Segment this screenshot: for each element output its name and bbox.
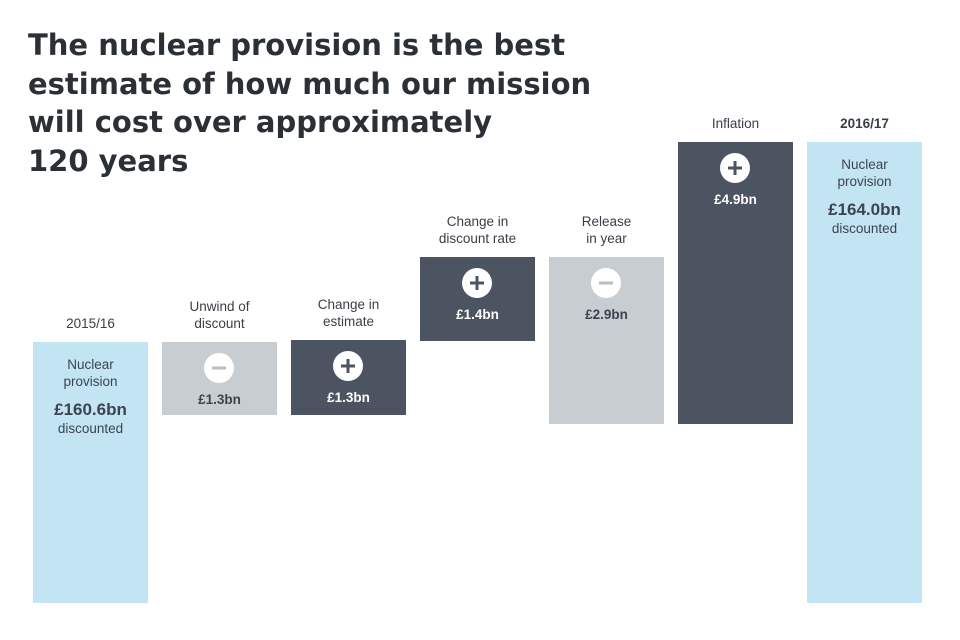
category-label: Unwind of discount xyxy=(150,298,290,332)
category-label-line: in year xyxy=(586,231,627,246)
data-label: £164.0bn xyxy=(828,200,901,219)
plus-circle-icon xyxy=(720,153,750,183)
data-label: £1.3bn xyxy=(327,390,370,405)
category-label-line: Release xyxy=(581,214,632,229)
category-label-line: 2016/17 xyxy=(840,116,889,131)
category-label-line: Change in xyxy=(446,214,509,229)
total-text: Nuclear provision £164.0bn discounted xyxy=(807,156,922,237)
bar-increase: £1.3bn xyxy=(291,340,406,415)
total-text: Nuclear provision £160.6bn discounted xyxy=(33,356,148,437)
data-label: £4.9bn xyxy=(714,192,757,207)
category-label-line: discount rate xyxy=(438,231,517,246)
total-caption: Nuclear xyxy=(841,157,888,172)
title-line: will cost over approximately xyxy=(28,105,493,139)
total-caption: Nuclear xyxy=(67,357,114,372)
title-line: The nuclear provision is the best xyxy=(28,28,566,62)
category-label-line: Change in xyxy=(317,297,380,312)
category-label: Release in year xyxy=(537,213,677,247)
total-caption: discounted xyxy=(831,221,898,236)
plus-circle-icon xyxy=(462,268,492,298)
title-line: 120 years xyxy=(28,143,189,178)
category-label-line: discount xyxy=(194,316,245,331)
category-label-line: Unwind of xyxy=(189,299,250,314)
category-label-line: estimate xyxy=(322,314,375,329)
title-line: estimate of how much our mission xyxy=(28,66,592,101)
plus-circle-icon xyxy=(333,351,363,381)
category-label: 2016/17 xyxy=(795,115,935,132)
total-caption: discounted xyxy=(57,421,124,436)
bar-total: Nuclear provision £160.6bn discounted xyxy=(33,342,148,603)
data-label: £1.3bn xyxy=(198,392,241,407)
data-label: £2.9bn xyxy=(585,307,628,322)
category-label: 2015/16 xyxy=(21,315,161,332)
total-caption: provision xyxy=(63,374,118,389)
category-label-line: 2015/16 xyxy=(66,316,115,331)
category-label-line: Inflation xyxy=(711,116,760,131)
minus-circle-icon xyxy=(591,268,621,298)
total-caption: provision xyxy=(837,174,892,189)
data-label: £160.6bn xyxy=(54,400,127,419)
bar-total: Nuclear provision £164.0bn discounted xyxy=(807,142,922,603)
bar-increase: £1.4bn xyxy=(420,257,535,341)
bar-decrease: £1.3bn xyxy=(162,342,277,415)
category-label: Change in estimate xyxy=(279,296,419,330)
category-label: Change in discount rate xyxy=(408,213,548,247)
data-label: £1.4bn xyxy=(456,307,499,322)
minus-circle-icon xyxy=(204,353,234,383)
bar-decrease: £2.9bn xyxy=(549,257,664,424)
bar-increase: £4.9bn xyxy=(678,142,793,424)
chart-title: The nuclear provision is the best estima… xyxy=(28,26,668,180)
category-label: Inflation xyxy=(666,115,806,132)
